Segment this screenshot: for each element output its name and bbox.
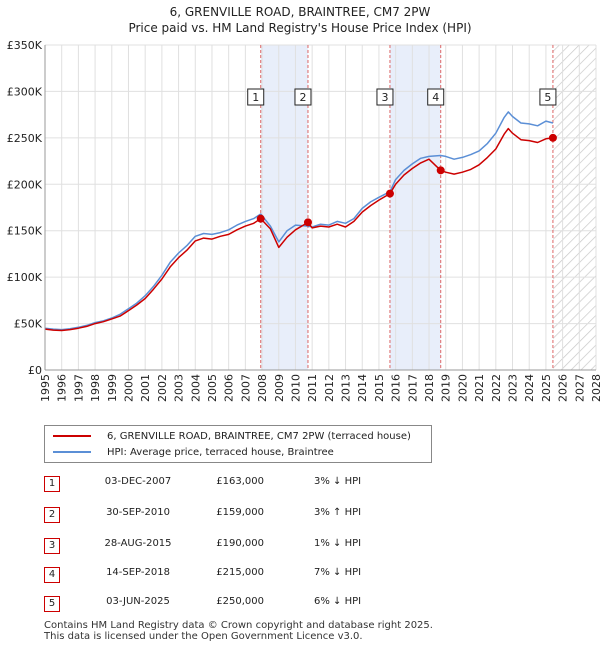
sale-point <box>436 166 445 175</box>
x-tick-label: 2005 <box>206 374 219 402</box>
legend-swatch-hpi <box>53 451 91 453</box>
x-tick-label: 2000 <box>122 374 135 402</box>
x-tick-label: 2017 <box>406 374 419 402</box>
x-tick-label: 2023 <box>507 374 520 402</box>
sale-label-box <box>376 88 394 106</box>
x-tick-label: 2025 <box>540 374 553 402</box>
sale-point <box>548 133 557 142</box>
sale-date: 03-JUN-2025 <box>106 596 170 607</box>
legend-label-hpi: HPI: Average price, terraced house, Brai… <box>107 446 334 458</box>
sale-date: 03-DEC-2007 <box>104 476 172 487</box>
x-tick-label: 2008 <box>256 374 269 402</box>
future-hatch-region <box>552 45 596 370</box>
x-tick-label: 2020 <box>456 374 469 402</box>
y-tick-label: £200K <box>7 178 43 191</box>
x-tick-label: 2021 <box>473 374 486 402</box>
sale-label-box <box>539 88 557 106</box>
x-tick-label: 1996 <box>56 374 69 402</box>
x-tick-label: 2012 <box>323 374 336 402</box>
footer-attribution: Contains HM Land Registry data © Crown c… <box>44 620 433 642</box>
x-tick-label: 2018 <box>423 374 436 402</box>
x-tick-label: 2014 <box>356 374 369 402</box>
x-tick-label: 2026 <box>557 374 570 402</box>
sale-price: £163,000 <box>216 476 264 487</box>
legend-label-property: 6, GRENVILLE ROAD, BRAINTREE, CM7 2PW (t… <box>107 430 411 442</box>
x-tick-label: 2013 <box>340 374 353 402</box>
x-tick-label: 2015 <box>373 374 386 402</box>
sale-point <box>303 218 312 227</box>
sale-hpi-diff: 6% ↓ HPI <box>314 596 362 607</box>
legend-item-hpi: HPI: Average price, terraced house, Brai… <box>53 444 334 460</box>
y-tick-label: £300K <box>7 85 43 98</box>
sale-price: £215,000 <box>216 567 264 578</box>
sale-number-badge: 5 <box>44 596 60 612</box>
sale-label-number: 3 <box>381 91 388 104</box>
x-tick-label: 2004 <box>189 374 202 402</box>
legend-item-property: 6, GRENVILLE ROAD, BRAINTREE, CM7 2PW (t… <box>53 428 411 444</box>
x-tick-label: 2002 <box>156 374 169 402</box>
x-tick-label: 2016 <box>390 374 403 402</box>
sale-label-box <box>294 88 312 106</box>
footer-licence: This data is licensed under the Open Gov… <box>44 631 363 642</box>
chart-subtitle: Price paid vs. HM Land Registry's House … <box>128 21 472 35</box>
sale-hpi-diff: 3% ↓ HPI <box>314 476 362 487</box>
sale-number-badge: 1 <box>44 476 60 492</box>
sale-price: £159,000 <box>216 507 264 518</box>
x-tick-label: 2010 <box>289 374 302 402</box>
x-tick-label: 2001 <box>139 374 152 402</box>
sale-price: £250,000 <box>216 596 264 607</box>
x-tick-label: 2028 <box>590 374 600 402</box>
sale-label-number: 1 <box>252 91 259 104</box>
y-tick-label: £250K <box>7 132 43 145</box>
sale-number-badge: 3 <box>44 538 60 554</box>
legend-swatch-property <box>53 435 91 437</box>
sale-label-number: 2 <box>299 91 306 104</box>
x-tick-label: 2027 <box>573 374 586 402</box>
footer-copyright: Contains HM Land Registry data © Crown c… <box>44 620 433 631</box>
y-tick-label: £0 <box>28 364 42 377</box>
x-tick-label: 2007 <box>239 374 252 402</box>
sale-point <box>256 214 265 223</box>
x-tick-label: 1999 <box>106 374 119 402</box>
x-tick-label: 2022 <box>490 374 503 402</box>
sale-number-badge: 4 <box>44 567 60 583</box>
x-tick-label: 2024 <box>523 374 536 402</box>
sale-label-box <box>247 88 265 106</box>
sale-price: £190,000 <box>216 538 264 549</box>
x-tick-label: 1998 <box>89 374 102 402</box>
sale-number-badge: 2 <box>44 507 60 523</box>
sale-label-number: 4 <box>432 91 439 104</box>
sale-hpi-diff: 1% ↓ HPI <box>314 538 362 549</box>
x-tick-label: 2006 <box>223 374 236 402</box>
x-tick-label: 2009 <box>273 374 286 402</box>
sale-hpi-diff: 7% ↓ HPI <box>314 567 362 578</box>
sale-point <box>385 189 394 198</box>
x-tick-label: 1997 <box>72 374 85 402</box>
x-tick-label: 2003 <box>173 374 186 402</box>
plot-area <box>45 45 596 370</box>
x-tick-label: 2011 <box>306 374 319 402</box>
x-tick-label: 2019 <box>440 374 453 402</box>
sale-date: 14-SEP-2018 <box>106 567 170 578</box>
sale-date: 30-SEP-2010 <box>106 507 170 518</box>
x-tick-label: 1995 <box>39 374 52 402</box>
chart-title-address: 6, GRENVILLE ROAD, BRAINTREE, CM7 2PW <box>169 5 431 19</box>
y-tick-label: £50K <box>14 318 43 331</box>
sale-label-box <box>427 88 445 106</box>
y-tick-label: £350K <box>7 39 43 52</box>
sale-date: 28-AUG-2015 <box>104 538 172 549</box>
price-chart: 1 2 3 4 5 £0 £50K £100K £150K £200K £250K £300K £350… <box>7 39 600 402</box>
sale-hpi-diff: 3% ↑ HPI <box>314 507 362 518</box>
chart-legend: 6, GRENVILLE ROAD, BRAINTREE, CM7 2PW (t… <box>44 425 432 463</box>
y-tick-label: £150K <box>7 225 43 238</box>
y-tick-label: £100K <box>7 271 43 284</box>
sale-label-number: 5 <box>544 91 551 104</box>
